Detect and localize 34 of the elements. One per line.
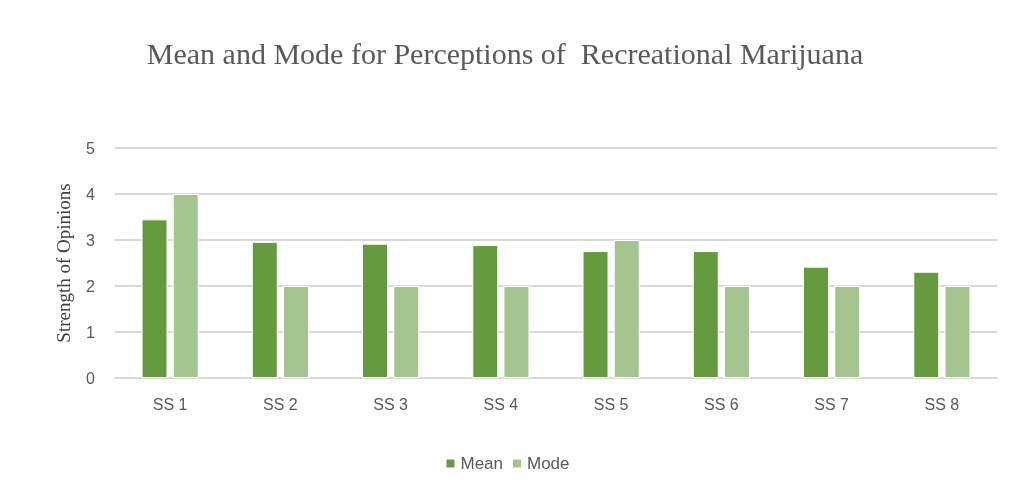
bar [472,245,499,378]
y-tick-label: 2 [86,277,96,295]
bar [913,271,940,378]
bar [503,286,530,378]
bar [834,286,861,378]
bar [282,286,309,378]
bar [251,241,278,378]
bar [141,219,168,378]
bar [362,243,389,378]
bar [613,240,640,378]
chart-title: Mean and Mode for Perceptions of Recreational Marijuana [146,36,864,70]
bar [393,286,420,378]
x-tick-label: SS 6 [704,395,739,413]
x-tick-label: SS 8 [924,395,960,413]
x-tick-label: SS 5 [593,395,629,413]
bar [944,286,971,378]
x-tick-label: SS 4 [483,395,519,413]
legend-label: Mode [527,454,570,473]
x-tick-label: SS 1 [152,395,188,413]
y-tick-label: 4 [86,185,96,203]
y-tick-label: 3 [86,231,96,249]
y-tick-label: 0 [86,369,96,387]
bar [803,266,830,378]
x-tick-label: SS 2 [263,395,298,413]
y-tick-label: 1 [86,323,96,341]
x-tick-label: SS 3 [373,395,409,413]
y-tick-label: 5 [86,139,96,157]
bar [172,194,199,378]
x-tick-label: SS 7 [814,395,850,413]
bar [582,251,609,378]
legend-label: Mean [460,454,504,473]
y-axis-title: Strength of Opinions [53,183,74,343]
bar [692,251,719,378]
bar [723,286,750,378]
